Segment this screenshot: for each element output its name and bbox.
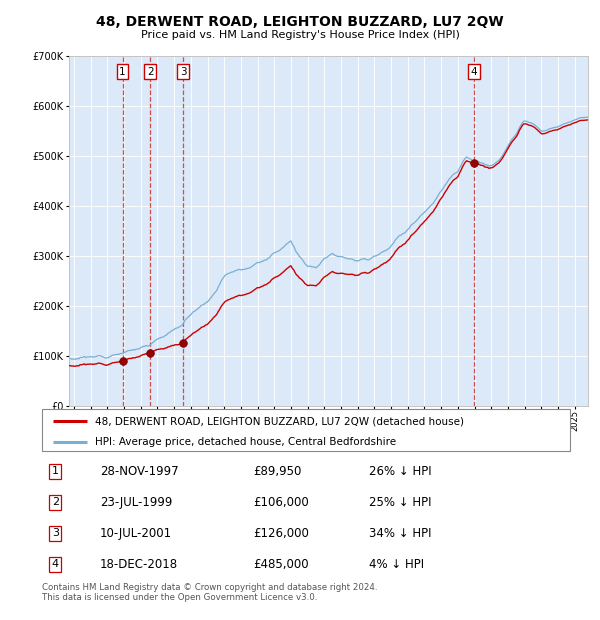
Text: 2: 2: [52, 497, 59, 507]
Text: HPI: Average price, detached house, Central Bedfordshire: HPI: Average price, detached house, Cent…: [95, 437, 396, 447]
Text: 1: 1: [52, 466, 59, 476]
Text: 25% ↓ HPI: 25% ↓ HPI: [370, 496, 432, 508]
Text: Price paid vs. HM Land Registry's House Price Index (HPI): Price paid vs. HM Land Registry's House …: [140, 30, 460, 40]
Text: £485,000: £485,000: [253, 558, 309, 570]
Text: 4% ↓ HPI: 4% ↓ HPI: [370, 558, 424, 570]
Text: 2: 2: [147, 66, 154, 76]
Text: £106,000: £106,000: [253, 496, 309, 508]
Text: 18-DEC-2018: 18-DEC-2018: [100, 558, 178, 570]
Text: £89,950: £89,950: [253, 465, 302, 477]
Text: 48, DERWENT ROAD, LEIGHTON BUZZARD, LU7 2QW (detached house): 48, DERWENT ROAD, LEIGHTON BUZZARD, LU7 …: [95, 416, 464, 426]
Text: 3: 3: [52, 528, 59, 538]
Text: 23-JUL-1999: 23-JUL-1999: [100, 496, 172, 508]
Text: Contains HM Land Registry data © Crown copyright and database right 2024.
This d: Contains HM Land Registry data © Crown c…: [42, 583, 377, 602]
Text: 48, DERWENT ROAD, LEIGHTON BUZZARD, LU7 2QW: 48, DERWENT ROAD, LEIGHTON BUZZARD, LU7 …: [96, 16, 504, 30]
Text: 4: 4: [52, 559, 59, 569]
Text: 26% ↓ HPI: 26% ↓ HPI: [370, 465, 432, 477]
Text: 4: 4: [470, 66, 477, 76]
Text: 28-NOV-1997: 28-NOV-1997: [100, 465, 179, 477]
Text: 3: 3: [179, 66, 186, 76]
Text: 34% ↓ HPI: 34% ↓ HPI: [370, 527, 432, 539]
Text: 10-JUL-2001: 10-JUL-2001: [100, 527, 172, 539]
FancyBboxPatch shape: [42, 409, 570, 451]
Text: 1: 1: [119, 66, 126, 76]
Text: £126,000: £126,000: [253, 527, 309, 539]
